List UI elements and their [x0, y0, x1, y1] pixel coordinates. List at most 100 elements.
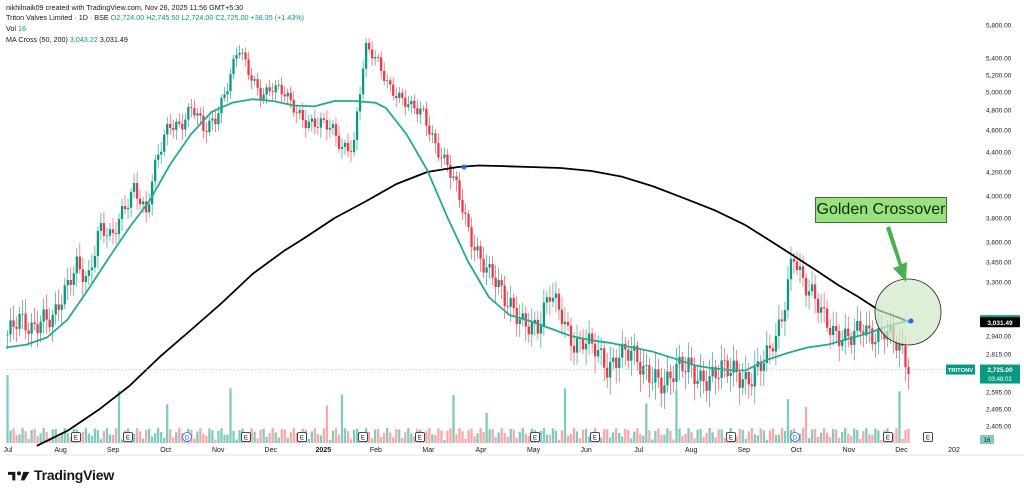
- candle-body: [160, 151, 163, 155]
- volume-bar: [120, 439, 124, 443]
- volume-bar: [907, 428, 910, 443]
- volume-bar: [386, 428, 389, 443]
- candle-body: [500, 280, 503, 286]
- event-marker-label: E: [300, 435, 304, 442]
- volume-bar: [717, 429, 720, 443]
- volume-bar: [518, 431, 521, 443]
- volume-bar: [871, 435, 874, 443]
- candle-body: [319, 118, 323, 128]
- earnings-marker[interactable]: [71, 432, 81, 442]
- volume-bar: [446, 430, 449, 443]
- candle-body: [868, 325, 871, 329]
- volume-bar: [603, 429, 606, 443]
- ma-200-line: [36, 164, 911, 447]
- candle-body: [750, 384, 753, 387]
- candle-body: [93, 256, 97, 268]
- volume-bar: [777, 434, 781, 443]
- earnings-marker[interactable]: [241, 432, 251, 442]
- candle-body: [154, 159, 157, 182]
- candle-body: [584, 343, 588, 350]
- candle-body: [461, 199, 464, 213]
- volume-bar: [822, 428, 826, 443]
- candle-body: [765, 345, 769, 364]
- volume-bar: [262, 428, 265, 443]
- symbol-line: Triton Valves Limited · 1D · BSE O2,724.…: [6, 13, 304, 22]
- volume-bar: [370, 438, 374, 443]
- volume-bar: [862, 431, 865, 443]
- volume-bar: [895, 428, 898, 443]
- volume-bar: [898, 391, 901, 443]
- earnings-marker[interactable]: [123, 432, 133, 442]
- volume-bar: [229, 388, 232, 443]
- event-marker-label: E: [729, 435, 733, 442]
- volume-bar: [407, 428, 410, 443]
- candle-body: [96, 230, 100, 257]
- symbol-name[interactable]: Triton Valves Limited · 1D · BSE: [6, 13, 109, 22]
- volume-bar: [621, 436, 624, 443]
- candle-body: [355, 111, 359, 140]
- candle-body: [141, 201, 145, 205]
- volume-bar: [780, 428, 784, 443]
- candle-body: [687, 357, 690, 373]
- candle-body: [822, 307, 826, 309]
- volume-bar: [738, 428, 741, 443]
- candle-body: [871, 328, 874, 345]
- earnings-marker[interactable]: [530, 432, 540, 442]
- volume-bar: [551, 428, 555, 443]
- volume-bar: [81, 431, 84, 443]
- candle-body: [630, 350, 633, 361]
- candle-body: [428, 125, 431, 135]
- candle-body: [874, 341, 877, 345]
- candle-body: [199, 113, 202, 116]
- earnings-marker[interactable]: [923, 432, 933, 442]
- y-tick-label: 5,200.00: [986, 73, 1012, 80]
- volume-bar: [566, 435, 570, 443]
- candle-body: [485, 267, 488, 273]
- volume-bar: [461, 431, 464, 443]
- earnings-marker[interactable]: [883, 432, 893, 442]
- dividend-marker[interactable]: [790, 432, 800, 442]
- earnings-marker[interactable]: [590, 432, 600, 442]
- candle-body: [75, 256, 78, 274]
- candle-body: [729, 372, 732, 377]
- candle-body: [328, 127, 332, 130]
- candle-body: [648, 365, 651, 383]
- y-tick-label: 5,800.00: [986, 23, 1012, 30]
- candle-body: [208, 120, 211, 133]
- earnings-marker[interactable]: [297, 432, 307, 442]
- candle-body: [117, 218, 121, 235]
- earnings-marker[interactable]: [726, 432, 736, 442]
- event-marker-label: E: [418, 435, 422, 442]
- candle-body: [301, 110, 304, 121]
- earnings-marker[interactable]: [358, 432, 368, 442]
- candle-body: [313, 118, 317, 127]
- y-tick-label: 4,400.00: [986, 150, 1012, 157]
- dividend-marker[interactable]: [182, 432, 192, 442]
- volume-badge: [980, 435, 994, 444]
- event-marker-label: E: [74, 435, 78, 442]
- volume-bar: [217, 430, 220, 443]
- candle-body: [482, 258, 485, 273]
- earnings-marker[interactable]: [415, 432, 425, 442]
- volume-bar: [479, 428, 482, 443]
- candle-body: [521, 313, 524, 320]
- volume-bar: [193, 438, 196, 443]
- volume-bar: [346, 431, 350, 443]
- volume-bar: [398, 429, 401, 443]
- ma-cross-legend[interactable]: MA Cross (50, 200) 3,043.22 3,031.49: [6, 35, 128, 44]
- candle-body: [337, 135, 341, 149]
- candle-body: [783, 310, 787, 322]
- candle-body: [512, 297, 515, 309]
- volume-legend[interactable]: Vol 16: [6, 24, 26, 33]
- candle-body: [639, 362, 642, 375]
- candle-body: [9, 320, 12, 335]
- candle-body: [681, 356, 684, 372]
- price-axis[interactable]: [976, 0, 1024, 455]
- volume-bar: [584, 428, 588, 443]
- volume-bar: [24, 431, 27, 443]
- volume-bar: [389, 432, 392, 443]
- candle-body: [696, 380, 699, 385]
- candle-body: [358, 94, 362, 112]
- candle-body: [30, 322, 33, 334]
